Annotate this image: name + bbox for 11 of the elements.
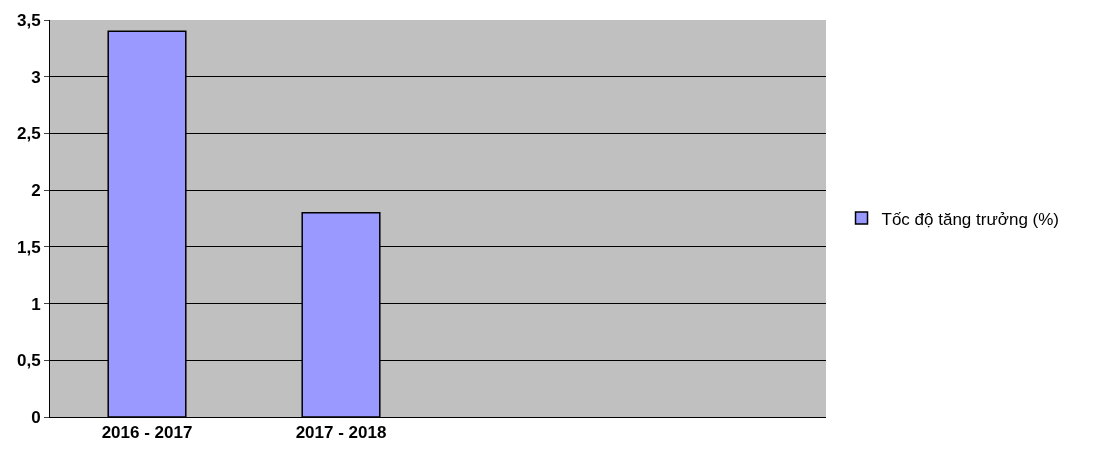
y-tick-label: 1,5 <box>16 237 41 257</box>
legend-label: Tốc độ tăng trưởng (%) <box>881 209 1060 229</box>
y-tick-label: 1 <box>31 294 41 314</box>
y-tick-label: 0 <box>31 407 41 427</box>
y-tick-label: 2 <box>31 181 41 201</box>
y-tick-label: 2,5 <box>16 124 41 144</box>
x-tick-label: 2017 - 2018 <box>295 423 387 443</box>
y-tick-label: 0,5 <box>16 351 41 371</box>
x-tick-label: 2016 - 2017 <box>101 423 193 443</box>
y-tick-label: 3 <box>31 67 41 87</box>
y-tick-label: 3,5 <box>16 10 41 30</box>
